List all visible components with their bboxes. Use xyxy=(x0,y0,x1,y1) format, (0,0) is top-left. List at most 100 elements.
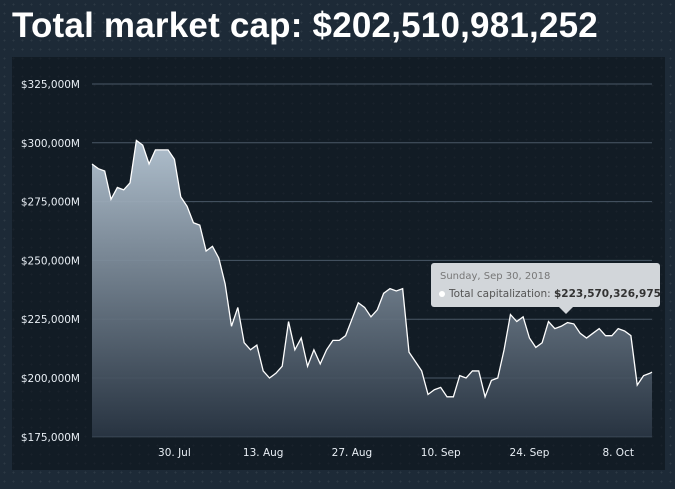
data-point[interactable] xyxy=(414,360,417,363)
data-point[interactable] xyxy=(293,348,296,351)
data-point[interactable] xyxy=(312,348,315,351)
y-tick-label: $300,000M xyxy=(21,138,80,150)
data-point[interactable] xyxy=(553,327,556,330)
data-point[interactable] xyxy=(610,334,613,337)
data-point[interactable] xyxy=(255,344,258,347)
data-point[interactable] xyxy=(110,198,113,201)
data-point[interactable] xyxy=(338,339,341,342)
data-point[interactable] xyxy=(401,287,404,290)
data-point[interactable] xyxy=(350,318,353,321)
data-point[interactable] xyxy=(211,245,214,248)
data-point[interactable] xyxy=(528,337,531,340)
data-point[interactable] xyxy=(300,337,303,340)
data-point[interactable] xyxy=(585,337,588,340)
data-point[interactable] xyxy=(427,393,430,396)
data-point[interactable] xyxy=(148,162,151,165)
series-area xyxy=(92,140,652,437)
data-point[interactable] xyxy=(534,346,537,349)
y-tick-label: $200,000M xyxy=(21,373,80,385)
data-point[interactable] xyxy=(287,320,290,323)
data-point[interactable] xyxy=(167,148,170,151)
data-point[interactable] xyxy=(186,205,189,208)
data-point[interactable] xyxy=(560,325,563,328)
data-point[interactable] xyxy=(591,332,594,335)
data-point[interactable] xyxy=(268,377,271,380)
data-point[interactable] xyxy=(522,315,525,318)
data-point[interactable] xyxy=(135,139,138,142)
data-point[interactable] xyxy=(572,322,575,325)
page-title: Total market cap: $202,510,981,252 xyxy=(12,6,598,45)
data-point[interactable] xyxy=(357,301,360,304)
data-point[interactable] xyxy=(490,379,493,382)
data-point[interactable] xyxy=(579,332,582,335)
data-point[interactable] xyxy=(388,287,391,290)
data-point[interactable] xyxy=(439,386,442,389)
data-point[interactable] xyxy=(484,395,487,398)
data-point[interactable] xyxy=(629,334,632,337)
data-point[interactable] xyxy=(160,148,163,151)
data-point[interactable] xyxy=(446,395,449,398)
data-point[interactable] xyxy=(249,348,252,351)
tooltip-date: Sunday, Sep 30, 2018 xyxy=(440,271,551,282)
data-point[interactable] xyxy=(376,308,379,311)
series-marker-icon xyxy=(439,291,445,297)
data-point[interactable] xyxy=(465,377,468,380)
data-point[interactable] xyxy=(116,186,119,189)
data-point[interactable] xyxy=(598,327,601,330)
data-point[interactable] xyxy=(547,320,550,323)
data-point[interactable] xyxy=(103,170,106,173)
data-point[interactable] xyxy=(651,371,654,374)
data-point[interactable] xyxy=(433,388,436,391)
y-tick-label: $275,000M xyxy=(21,197,80,209)
data-point[interactable] xyxy=(224,282,227,285)
data-point[interactable] xyxy=(154,148,157,151)
data-point[interactable] xyxy=(243,341,246,344)
data-point[interactable] xyxy=(636,384,639,387)
data-point[interactable] xyxy=(325,348,328,351)
data-point[interactable] xyxy=(477,369,480,372)
data-point[interactable] xyxy=(179,195,182,198)
data-point[interactable] xyxy=(642,374,645,377)
data-point[interactable] xyxy=(129,181,132,184)
data-point[interactable] xyxy=(141,144,144,147)
data-point[interactable] xyxy=(515,320,518,323)
data-point[interactable] xyxy=(319,362,322,365)
data-point[interactable] xyxy=(382,292,385,295)
data-point[interactable] xyxy=(369,315,372,318)
data-point[interactable] xyxy=(230,325,233,328)
data-point[interactable] xyxy=(236,306,239,309)
data-point[interactable] xyxy=(420,369,423,372)
y-tick-label: $250,000M xyxy=(21,255,80,267)
data-point[interactable] xyxy=(306,365,309,368)
data-point[interactable] xyxy=(509,313,512,316)
data-point[interactable] xyxy=(281,365,284,368)
data-point[interactable] xyxy=(617,327,620,330)
y-tick-label: $225,000M xyxy=(21,314,80,326)
data-point[interactable] xyxy=(395,289,398,292)
data-point[interactable] xyxy=(604,334,607,337)
data-point[interactable] xyxy=(217,257,220,260)
data-point[interactable] xyxy=(471,369,474,372)
data-point[interactable] xyxy=(173,158,176,161)
data-point[interactable] xyxy=(566,321,569,324)
data-point[interactable] xyxy=(458,374,461,377)
data-point[interactable] xyxy=(408,351,411,354)
data-point[interactable] xyxy=(363,306,366,309)
data-point[interactable] xyxy=(541,341,544,344)
y-tick-label: $175,000M xyxy=(21,432,80,444)
data-point[interactable] xyxy=(97,167,100,170)
data-point[interactable] xyxy=(503,348,506,351)
data-point[interactable] xyxy=(262,369,265,372)
data-point[interactable] xyxy=(91,162,94,165)
data-point[interactable] xyxy=(205,249,208,252)
data-point[interactable] xyxy=(623,329,626,332)
data-point[interactable] xyxy=(344,334,347,337)
data-point[interactable] xyxy=(452,395,455,398)
data-point[interactable] xyxy=(198,224,201,227)
data-point[interactable] xyxy=(122,188,125,191)
data-point[interactable] xyxy=(496,377,499,380)
data-point[interactable] xyxy=(192,221,195,224)
data-point[interactable] xyxy=(274,372,277,375)
data-point[interactable] xyxy=(331,339,334,342)
